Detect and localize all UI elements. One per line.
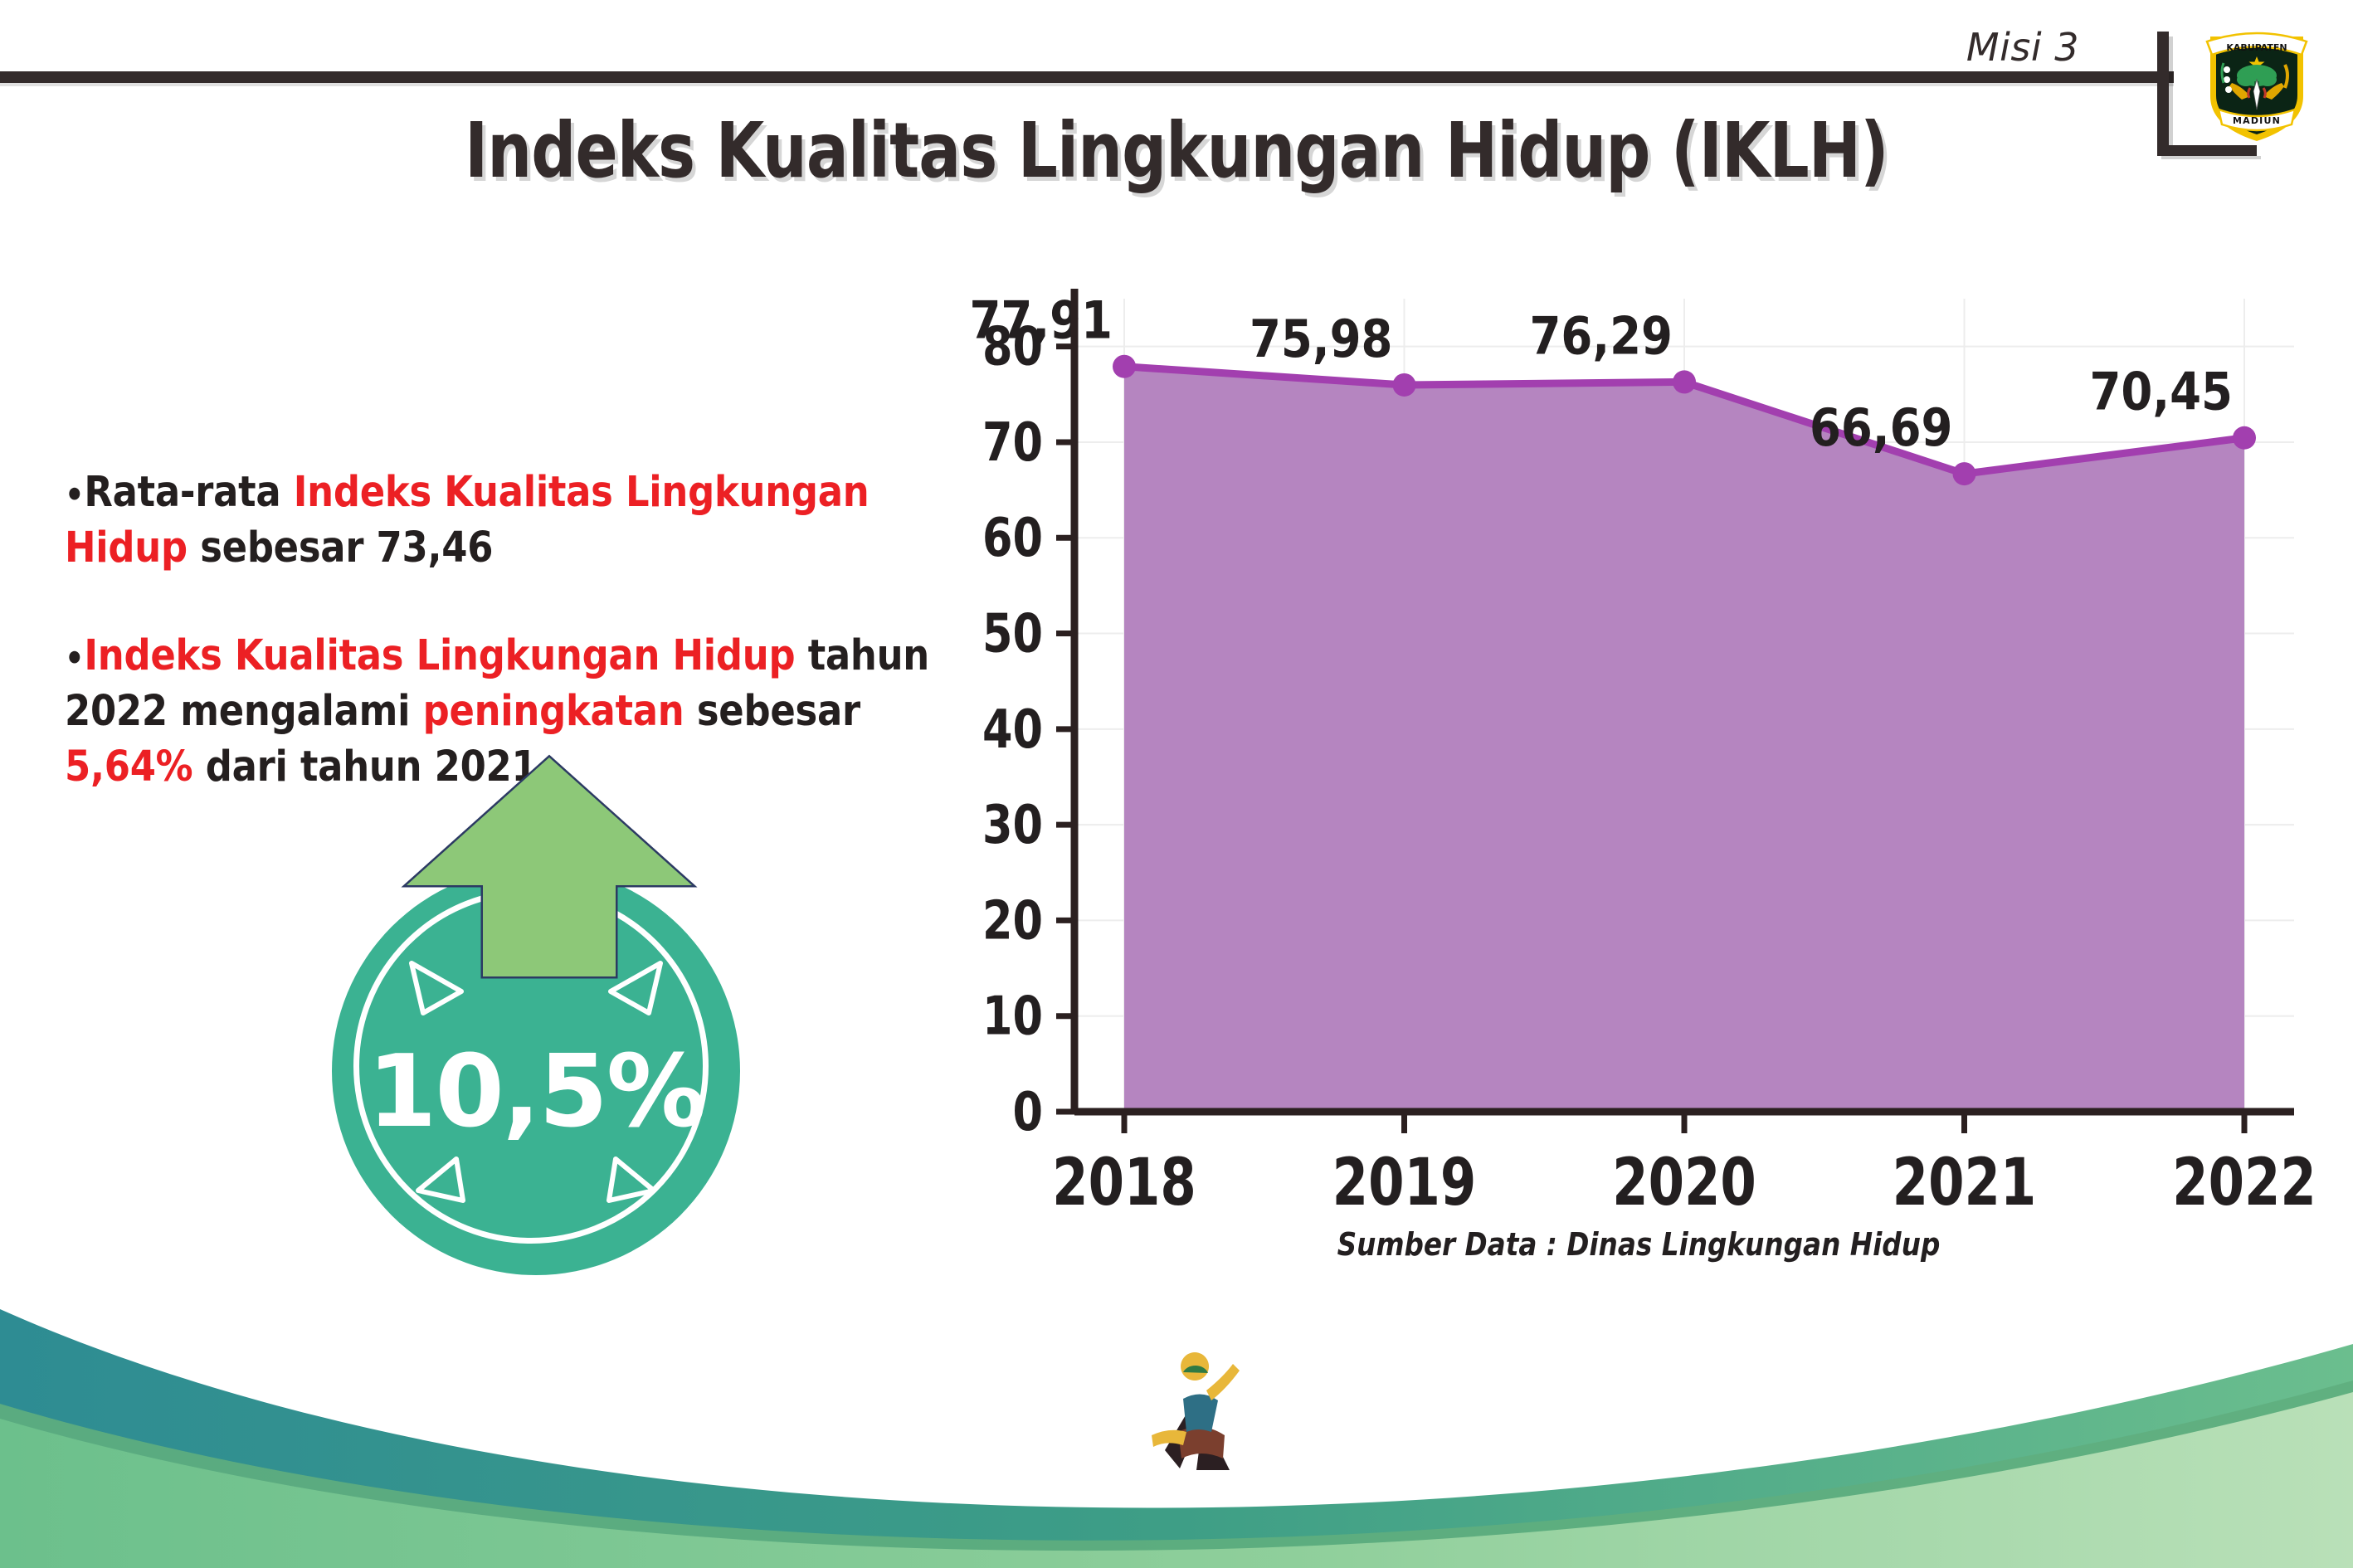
crest-top-ribbon-text: KABUPATEN (2226, 42, 2287, 53)
chart-x-tick-label: 2020 (1612, 1144, 1756, 1220)
bullet-item-0: •Rata-rata Indeks Kualitas Lingkungan Hi… (65, 465, 941, 577)
chart-y-tick-label: 30 (982, 794, 1043, 855)
bullet-highlight: Indeks Kualitas Lingkungan Hidup (84, 631, 796, 680)
page-title: Indeks Kualitas Lingkungan Hidup (IKLH) (465, 106, 1888, 195)
chart-data-point (1392, 373, 1416, 397)
bullet-highlight: 5,64% (65, 743, 193, 792)
chart-y-tick-label: 40 (982, 699, 1043, 760)
chart-data-point (1673, 370, 1696, 394)
bullet-plain: sebesar 73,46 (187, 523, 494, 573)
logo-bracket (2157, 32, 2353, 159)
bullet-item-1: •Indeks Kualitas Lingkungan Hidup tahun … (65, 628, 941, 796)
chart-x-tick-label: 2022 (2172, 1144, 2316, 1220)
bullet-plain: sebesar (684, 686, 860, 736)
chart-data-point (1113, 354, 1136, 378)
chart-x-tick-label: 2021 (1893, 1144, 2037, 1220)
kabupaten-madiun-crest-icon: KABUPATEN MADIUN (2205, 32, 2308, 141)
infographic-figure-icon (1152, 1352, 1240, 1470)
badge-percent-label: 10,5% (367, 1035, 706, 1150)
chart-y-tick-label: 60 (982, 507, 1043, 568)
chart-area-fill (1124, 366, 2244, 1112)
chart-source-note: Sumber Data : Dinas Lingkungan Hidup (1337, 1226, 1941, 1263)
footer-wave-decoration (0, 1309, 2353, 1568)
bullet-dot-icon: • (65, 636, 85, 678)
chart-x-tick-label: 2018 (1052, 1144, 1196, 1220)
bullet-text-0: Rata-rata Indeks Kualitas Lingkungan Hid… (65, 468, 870, 573)
chart-y-tick-label: 20 (982, 889, 1043, 951)
iklh-area-chart: 77,91 75,98 76,29 66,69 70,45 0 10 20 30 40 50 60 70… (969, 289, 2316, 1220)
up-arrow-icon (401, 754, 698, 979)
chart-data-label: 75,98 (1250, 309, 1393, 369)
chart-x-tick-label: 2019 (1332, 1144, 1477, 1220)
chart-data-point (1952, 462, 1976, 486)
chart-data-label: 76,29 (1529, 306, 1673, 366)
bullet-dot-icon: • (65, 474, 85, 515)
bullet-list: •Rata-rata Indeks Kualitas Lingkungan Hi… (65, 465, 944, 847)
chart-y-tick-label: 10 (982, 986, 1043, 1047)
chart-data-point (2233, 426, 2256, 450)
bullet-highlight: peningkatan (422, 686, 684, 736)
chart-y-tick-label: 80 (982, 316, 1043, 377)
increase-badge: 10,5% (317, 751, 782, 1275)
bullet-plain: dari tahun 2021 (192, 743, 538, 792)
bullet-plain: tahun 2022 mengalami (65, 631, 929, 736)
header-rule (0, 71, 2174, 86)
chart-y-tick-label: 70 (982, 411, 1043, 473)
chart-y-tick-label: 50 (982, 602, 1043, 664)
badge-tick-arrows-icon (409, 961, 663, 1203)
chart-data-label: 66,69 (1810, 398, 1953, 458)
chart-y-tick-label: 0 (1012, 1081, 1043, 1142)
bullet-highlight: Indeks Kualitas Lingkungan Hidup (65, 468, 870, 573)
chart-data-label: 77,91 (969, 290, 1113, 350)
crest-bottom-ribbon-text: MADIUN (2233, 115, 2281, 126)
mission-label: Misi 3 (1966, 25, 2079, 70)
bullet-plain: Rata-rata (84, 468, 294, 517)
chart-data-label: 70,45 (2089, 362, 2233, 421)
bullet-text-1: Indeks Kualitas Lingkungan Hidup tahun 2… (65, 631, 929, 792)
